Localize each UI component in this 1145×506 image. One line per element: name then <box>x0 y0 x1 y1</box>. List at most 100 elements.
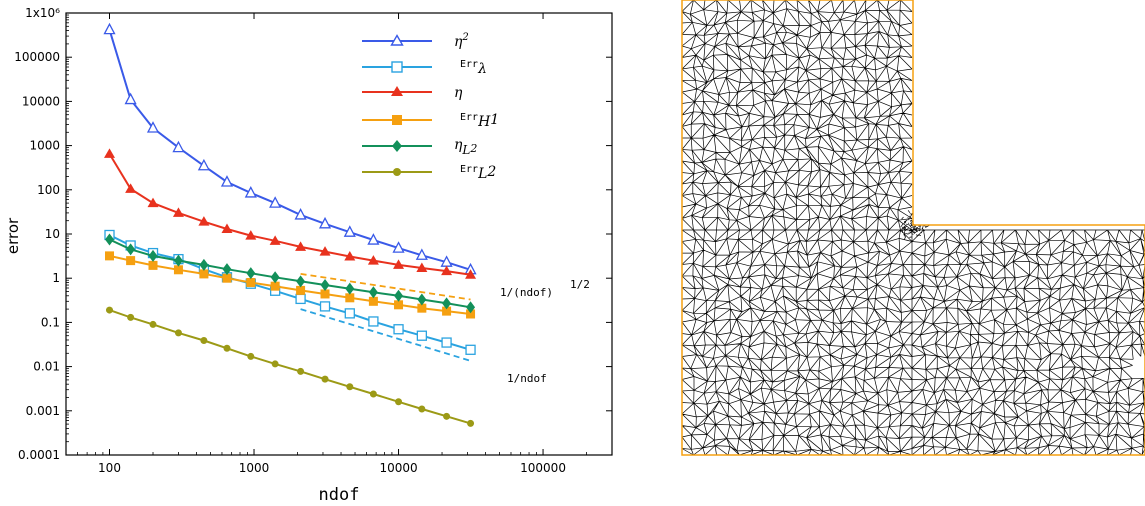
data-point <box>343 225 356 237</box>
data-point <box>465 269 477 279</box>
legend-item-eta2: η2 <box>362 32 469 50</box>
data-point <box>148 249 158 262</box>
data-point <box>146 121 160 133</box>
x-tick-label: 1000 <box>239 461 270 475</box>
data-point <box>320 289 330 299</box>
svg-text:ErrH1: ErrH1 <box>460 112 499 130</box>
series-3 <box>105 251 476 319</box>
legend-errh1-base: Err <box>460 112 478 123</box>
data-point <box>296 285 306 295</box>
y-axis: 0.0001 0.001 0.01 0.1 1 10 100 1000 10000 100000 1… <box>14 6 612 462</box>
data-point <box>319 246 331 256</box>
y-tick-label: 0.001 <box>26 404 60 418</box>
data-point <box>199 258 209 271</box>
series-line <box>109 254 471 315</box>
data-point <box>126 256 136 266</box>
data-point <box>368 316 379 327</box>
data-point <box>173 265 183 275</box>
data-point <box>105 233 115 246</box>
data-point <box>345 293 355 303</box>
data-point <box>270 271 280 284</box>
data-point <box>321 375 329 383</box>
data-point <box>245 230 257 240</box>
data-point <box>367 233 380 245</box>
mesh-triangulation <box>681 0 1145 456</box>
data-point <box>172 207 184 217</box>
data-point <box>148 260 158 270</box>
data-point <box>173 254 183 267</box>
data-point <box>172 140 185 153</box>
x-axis: 100 1000 10000 100000 <box>65 13 613 475</box>
y-axis-title: error <box>4 217 22 254</box>
x-axis-title: ndof <box>319 485 360 505</box>
data-point <box>294 208 307 220</box>
data-point <box>271 360 279 368</box>
data-point <box>344 308 355 319</box>
series-4 <box>105 233 476 314</box>
ref-label-sqrt: 1/(ndof) 1/2 <box>500 278 590 299</box>
series-layer <box>103 22 477 427</box>
data-point <box>296 275 306 288</box>
data-point <box>417 293 427 306</box>
x-tick-label: 100 <box>98 461 121 475</box>
data-point <box>466 301 476 314</box>
data-point <box>442 306 452 316</box>
data-point <box>368 286 378 299</box>
ref-label-sqrt-exponent: 1/2 <box>570 278 590 291</box>
series-line <box>109 238 471 309</box>
y-tick-label: 1 <box>52 271 60 285</box>
series-line <box>108 153 471 276</box>
data-point <box>443 412 451 420</box>
data-point <box>247 352 255 360</box>
reference-line-0 <box>300 273 471 301</box>
data-point <box>174 329 182 337</box>
legend-errlambda-sub: λ <box>477 61 487 77</box>
data-point <box>395 398 403 406</box>
data-point <box>124 92 137 105</box>
data-point <box>103 22 116 35</box>
data-point <box>369 390 377 398</box>
data-point <box>222 263 232 276</box>
data-point <box>246 277 256 287</box>
data-point <box>467 419 475 427</box>
y-tick-label: 100 <box>37 183 60 197</box>
legend-errlambda-base: Err <box>460 59 478 70</box>
data-point <box>105 251 115 261</box>
legend-eta2-sup: 2 <box>461 32 468 43</box>
data-point <box>346 383 354 391</box>
svg-text:ηL2: ηL2 <box>454 137 477 157</box>
data-point <box>442 297 452 310</box>
legend-errh1-subsup: 1 <box>490 112 499 128</box>
y-tick-label: 1x10⁶ <box>25 6 60 20</box>
legend-etal2-subsup: 2 <box>469 142 477 155</box>
svg-text:η2: η2 <box>454 32 469 50</box>
data-point <box>125 183 137 193</box>
series-2 <box>104 148 477 279</box>
data-point <box>393 259 405 269</box>
series-line <box>108 29 471 271</box>
y-tick-label: 0.01 <box>33 360 60 374</box>
legend-item-err-lambda: Errλ <box>362 59 487 77</box>
legend-etal2-sub: L <box>461 143 470 157</box>
data-point <box>416 330 428 341</box>
series-line <box>109 309 471 425</box>
convergence-chart: 0.00010.0010.010.11101001000100001000001… <box>4 6 613 505</box>
data-point <box>199 269 209 279</box>
x-tick-label: 10000 <box>379 461 417 475</box>
svg-text:ErrL2: ErrL2 <box>460 164 496 182</box>
legend-etal2-base: η <box>454 137 463 153</box>
reference-lines <box>300 273 471 362</box>
legend-eta2-base: η <box>454 34 463 50</box>
data-point <box>345 282 355 295</box>
legend-item-err-h1: ErrH1 <box>362 112 499 130</box>
data-point <box>127 313 135 321</box>
data-point <box>465 344 476 355</box>
data-point <box>200 336 208 344</box>
data-point <box>318 216 332 229</box>
y-tick-label: 10000 <box>22 94 60 108</box>
ref-label-linear: 1/ndof <box>507 372 547 385</box>
domain-boundary <box>681 0 1145 456</box>
data-point <box>106 306 114 314</box>
series-line <box>109 234 471 351</box>
